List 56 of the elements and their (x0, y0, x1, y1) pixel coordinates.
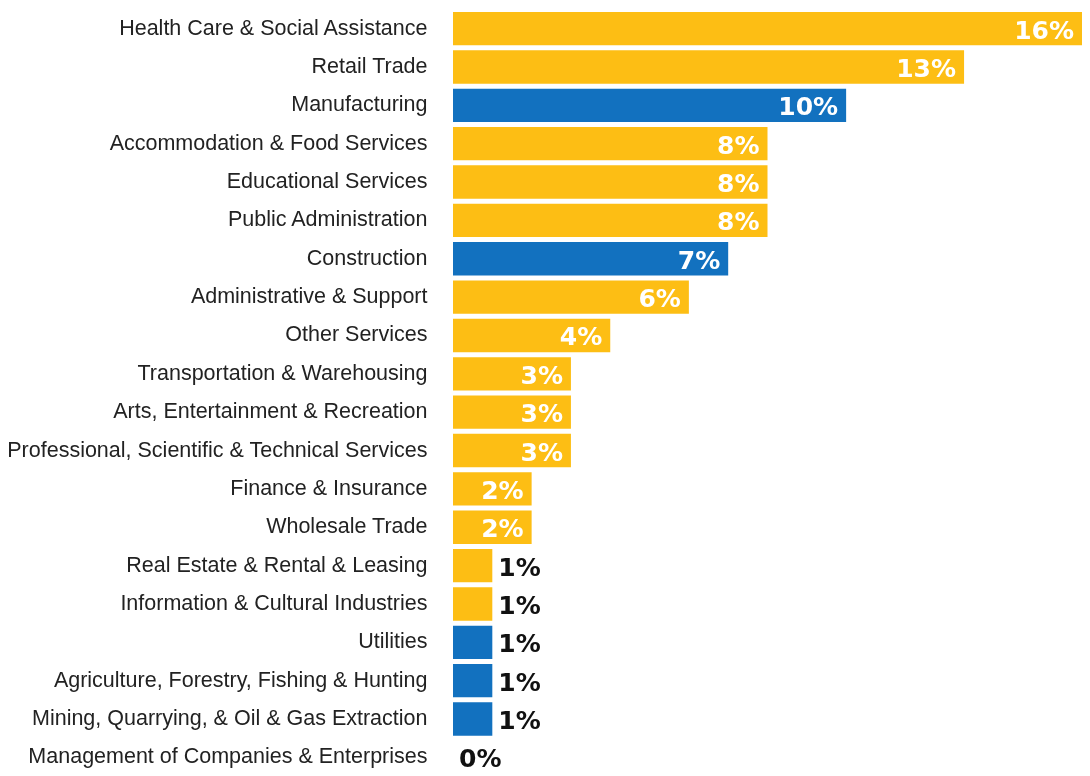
y-tick-label: Information & Cultural Industries (120, 590, 428, 615)
y-tick-label: Arts, Entertainment & Recreation (113, 399, 428, 424)
y-tick-label: Other Services (285, 322, 428, 347)
bar (453, 625, 493, 660)
y-tick-label: Utilities (358, 629, 428, 654)
bar (453, 165, 768, 199)
bar (453, 203, 768, 238)
data-label: 2% (481, 475, 524, 505)
bar (453, 357, 571, 391)
bar (453, 702, 493, 736)
data-label: 8% (717, 169, 760, 199)
data-label: 8% (717, 207, 760, 237)
data-label: 2% (481, 514, 524, 544)
data-label: 0% (459, 744, 502, 774)
data-label: 8% (717, 130, 760, 160)
bar (453, 664, 493, 698)
y-tick-label: Accommodation & Food Services (109, 130, 428, 155)
data-label: 16% (1014, 15, 1074, 45)
data-label: 3% (520, 360, 563, 390)
data-label: 1% (498, 667, 541, 697)
data-label: 7% (677, 245, 721, 275)
bar (453, 88, 847, 122)
y-tick-label: Transportation & Warehousing (137, 360, 428, 385)
y-tick-label: Finance & Insurance (230, 475, 428, 500)
data-label: 3% (520, 437, 563, 467)
bar (453, 242, 729, 276)
y-tick-label: Educational Services (226, 169, 428, 194)
y-tick-label: Manufacturing (291, 92, 428, 117)
data-label: 1% (498, 629, 541, 659)
y-tick-label: Construction (306, 245, 428, 270)
y-tick-label: Public Administration (227, 207, 428, 232)
bar (453, 126, 768, 161)
y-tick-label: Administrative & Support (190, 284, 428, 309)
y-tick-label: Retail Trade (311, 53, 428, 78)
data-label: 4% (559, 322, 603, 352)
bar (453, 280, 689, 314)
data-label: 1% (498, 552, 541, 582)
y-tick-label: Mining, Quarrying, & Oil & Gas Extraction (31, 706, 428, 731)
y-tick-label: Real Estate & Rental & Leasing (126, 552, 428, 577)
data-label: 1% (498, 706, 541, 736)
data-label: 10% (778, 92, 839, 122)
bar (453, 318, 611, 353)
data-label: 3% (520, 399, 563, 429)
y-tick-label: Health Care & Social Assistance (119, 15, 428, 40)
y-tick-label: Agriculture, Forestry, Fishing & Hunting (53, 667, 428, 692)
bar (453, 587, 493, 621)
data-label: 13% (896, 53, 957, 83)
bar (453, 548, 493, 583)
bar (453, 11, 1082, 46)
bar (453, 50, 965, 84)
bar (453, 395, 571, 429)
y-tick-label: Professional, Scientific & Technical Services (7, 437, 428, 462)
data-label: 1% (498, 590, 541, 620)
y-tick-label: Wholesale Trade (266, 514, 428, 539)
data-label: 6% (638, 284, 681, 314)
y-tick-label: Management of Companies & Enterprises (28, 744, 428, 769)
